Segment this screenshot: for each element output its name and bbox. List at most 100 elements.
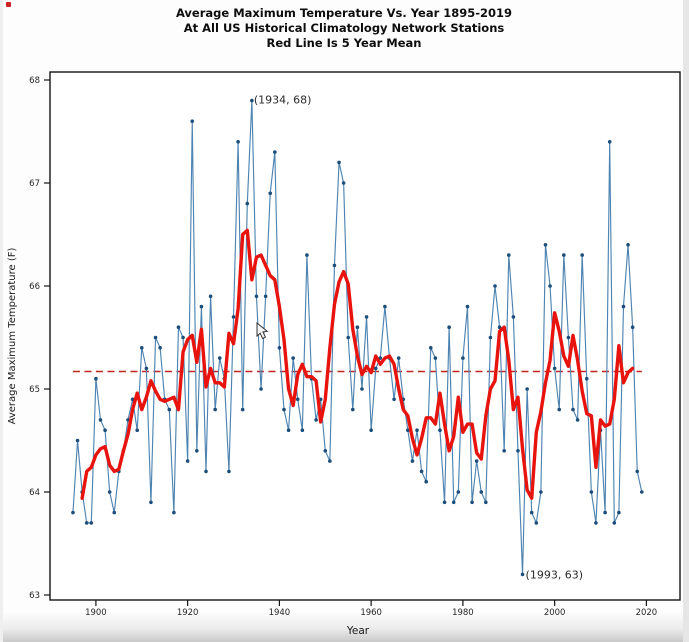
annual-data-point	[364, 315, 369, 319]
annual-data-point	[268, 191, 273, 196]
annual-data-point	[259, 387, 263, 391]
annual-data-point	[185, 459, 190, 463]
annual-data-point	[589, 490, 594, 494]
red-corner-dot-icon	[6, 2, 11, 7]
annual-data-point	[479, 490, 484, 494]
annual-data-point	[98, 418, 103, 422]
annual-data-point	[231, 315, 236, 319]
x-tick-label: 1900	[85, 608, 107, 618]
annual-data-point	[158, 346, 162, 350]
annual-data-point	[204, 469, 208, 474]
annual-data-point	[488, 335, 493, 340]
annual-data-point	[424, 479, 429, 484]
annual-data-point	[474, 459, 479, 463]
annual-data-point	[534, 521, 539, 525]
annual-data-point	[355, 325, 360, 330]
annual-data-point	[433, 356, 438, 360]
annual-data-point	[236, 140, 240, 144]
annual-data-point	[341, 181, 346, 185]
annual-data-point	[612, 521, 617, 525]
y-tick-label: 67	[29, 179, 40, 189]
annual-data-point	[346, 335, 351, 340]
annual-data-point	[493, 284, 497, 288]
annual-data-point	[94, 376, 98, 381]
x-tick-label: 1920	[177, 608, 199, 618]
x-tick-label: 1960	[360, 608, 382, 618]
y-axis-label: Average Maximum Temperature (F)	[7, 248, 18, 425]
five-year-mean-line	[80, 228, 635, 500]
annual-data-point	[213, 407, 217, 412]
annual-data-point	[167, 407, 172, 412]
annual-data-point	[396, 356, 401, 360]
annual-data-point	[511, 315, 516, 319]
annual-data-point	[328, 459, 332, 463]
annual-data-point	[190, 119, 195, 123]
annual-data-point	[314, 418, 318, 422]
annual-data-point	[291, 356, 295, 360]
annual-data-point	[89, 521, 94, 525]
annual-data-point	[520, 572, 525, 577]
annual-data-point	[529, 510, 534, 515]
annual-data-point	[640, 490, 644, 494]
annual-data-point	[552, 366, 557, 371]
annual-data-point	[557, 407, 562, 412]
annual-data-point	[630, 325, 635, 330]
annual-data-point	[410, 459, 415, 463]
chart-title-line2: At All US Historical Climatology Network…	[184, 21, 505, 35]
annual-data-point	[566, 335, 571, 340]
annual-data-point	[438, 428, 442, 433]
annual-data-point	[562, 253, 566, 257]
annual-data-point	[447, 325, 451, 330]
data-series-layer	[71, 98, 644, 577]
annual-data-point	[107, 490, 112, 494]
annual-data-point	[406, 428, 410, 433]
annual-data-point	[103, 428, 107, 433]
annual-data-point	[470, 500, 474, 505]
annual-data-point	[277, 346, 282, 350]
annual-data-point	[282, 407, 286, 412]
annual-data-point	[360, 387, 364, 391]
annual-data-point	[135, 428, 139, 433]
x-axis-label: Year	[346, 625, 370, 637]
annual-data-point	[451, 500, 456, 505]
annual-data-point	[621, 304, 626, 309]
annual-data-point	[497, 325, 502, 330]
annual-data-point	[71, 510, 75, 515]
annual-data-point	[351, 407, 355, 412]
annual-data-point	[594, 521, 598, 525]
annual-data-point	[369, 428, 373, 433]
annual-data-point	[516, 449, 520, 453]
annual-data-point	[217, 356, 222, 360]
annual-data-point	[195, 449, 199, 453]
annual-data-point	[392, 397, 396, 402]
annual-data-point	[305, 253, 309, 257]
annual-data-point	[112, 510, 117, 515]
annual-data-point	[607, 140, 612, 144]
annual-data-point	[295, 397, 300, 402]
annual-data-point	[176, 325, 181, 330]
annual-data-point	[502, 449, 506, 453]
y-tick-label: 64	[29, 488, 40, 498]
annual-data-point	[543, 243, 548, 247]
annual-data-point	[415, 428, 419, 433]
annual-data-point	[337, 160, 341, 165]
annual-data-point	[153, 335, 158, 340]
annual-data-point	[456, 490, 461, 494]
annual-data-point	[575, 418, 580, 422]
annual-data-point	[373, 366, 378, 371]
annual-data-point	[332, 263, 337, 268]
annual-data-point	[245, 201, 250, 206]
annual-data-point	[635, 469, 640, 474]
annotation-1934-peak: (1934, 68)	[254, 94, 312, 107]
annual-data-point	[539, 490, 543, 494]
annual-data-point	[300, 428, 305, 433]
annual-data-point	[603, 510, 607, 515]
annual-data-point	[139, 346, 144, 350]
annual-data-point	[254, 294, 259, 299]
x-tick-label: 1940	[269, 608, 291, 618]
annual-data-point	[240, 407, 245, 412]
annual-data-point	[149, 500, 153, 505]
x-tick-label: 1980	[452, 608, 474, 618]
